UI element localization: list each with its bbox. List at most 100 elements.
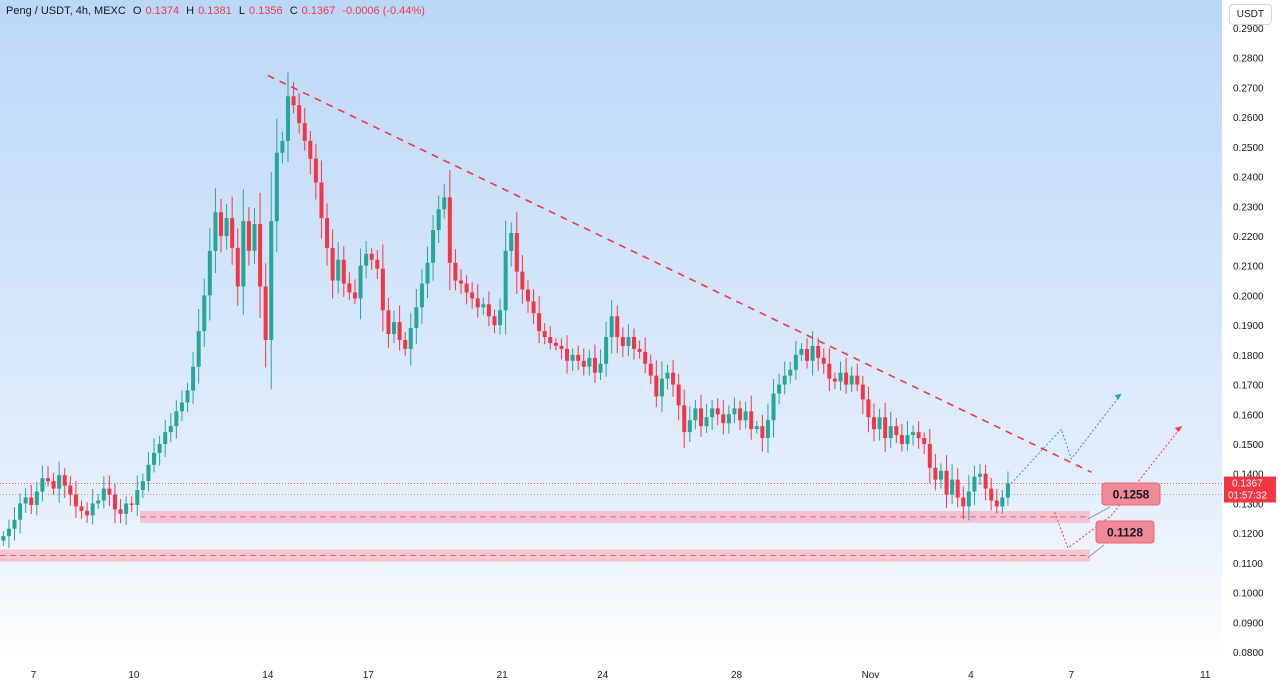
candle-body [542, 331, 547, 338]
candle-body [146, 464, 151, 482]
candle-body [671, 372, 676, 385]
candle-body [442, 197, 447, 210]
candle-body [341, 259, 346, 284]
candle-body [877, 417, 882, 430]
price-callout-box [1095, 520, 1155, 544]
candle-body [358, 265, 363, 299]
candle-body [592, 357, 597, 373]
candle-body [79, 506, 84, 511]
candle-body [559, 345, 564, 349]
candle-body [983, 473, 988, 489]
candle-body [565, 348, 570, 361]
candle-body [637, 348, 642, 352]
candle-body [392, 322, 397, 335]
descending-trendline [267, 74, 1092, 473]
candle-body [274, 152, 279, 222]
candle-body [648, 363, 653, 376]
candle-body [107, 488, 112, 495]
candle-body [196, 331, 201, 367]
candle-body [905, 435, 910, 444]
currency-button[interactable]: USDT [1228, 4, 1272, 25]
candle-body [777, 384, 782, 394]
y-tick-label: 0.1200 [1233, 529, 1264, 540]
candle-body [179, 402, 184, 412]
bullish-projection-arrowhead [1114, 393, 1122, 400]
candle-body [447, 197, 452, 263]
candle-body [1, 536, 6, 541]
candle-body [587, 357, 592, 367]
candle-body [765, 420, 770, 439]
candle-body [604, 337, 609, 364]
candle-body [643, 351, 648, 364]
candle-body [168, 426, 173, 433]
candle-body [118, 509, 123, 514]
candle-body [537, 313, 542, 332]
candle-body [397, 322, 402, 340]
candle-body [280, 140, 285, 153]
high-label: H [186, 5, 195, 17]
candle-body [213, 212, 218, 251]
candle-body [961, 497, 966, 507]
current-price-value: 0.1367 [1232, 479, 1263, 490]
x-tick-label: 28 [731, 670, 743, 681]
candle-body [1005, 483, 1010, 498]
candle-body [899, 435, 904, 444]
x-tick-label: 10 [128, 670, 140, 681]
price-callout-label: 0.1258 [1113, 488, 1150, 502]
candle-body [23, 497, 28, 504]
candle-body [950, 479, 955, 495]
candle-body [313, 158, 318, 183]
candle-body [436, 209, 441, 231]
candle-body [90, 503, 95, 516]
x-tick-label: 14 [262, 670, 274, 681]
candle-body [525, 289, 530, 302]
candle-body [883, 417, 888, 439]
symbol-label: Peng / USDT, 4h, MEXC [6, 5, 126, 17]
y-tick-label: 0.2500 [1233, 143, 1264, 154]
price-callout-label: 0.1128 [1107, 526, 1143, 540]
x-tick-label: 11 [1200, 670, 1211, 681]
candle-body [888, 426, 893, 439]
candle-body [710, 408, 715, 418]
candle-body [821, 357, 826, 364]
candle-body [816, 345, 821, 358]
y-tick-label: 0.2600 [1233, 113, 1264, 124]
candle-body [96, 500, 101, 504]
candle-body [682, 405, 687, 433]
candle-body [553, 342, 558, 346]
y-tick-label: 0.1800 [1233, 351, 1264, 362]
candle-body [269, 221, 274, 340]
candle-countdown: 01:57:32 [1228, 491, 1267, 502]
candle-body [375, 259, 380, 269]
candle-body [698, 408, 703, 427]
candle-body [749, 411, 754, 430]
candle-body [308, 140, 313, 159]
candle-body [85, 510, 90, 516]
candle-body [174, 411, 179, 427]
candle-body [51, 481, 56, 489]
close-label: C [289, 5, 298, 17]
candle-body [330, 247, 335, 281]
y-tick-label: 0.1400 [1233, 470, 1264, 481]
candle-body [944, 470, 949, 495]
candle-body [788, 369, 793, 376]
candle-body [972, 476, 977, 492]
candle-body [721, 414, 726, 424]
candle-body [498, 310, 503, 326]
candle-body [994, 500, 999, 507]
candle-body [475, 298, 480, 308]
y-tick-label: 0.2300 [1233, 202, 1264, 213]
open-value: 0.1374 [145, 5, 180, 17]
y-tick-label: 0.2800 [1233, 54, 1264, 65]
candle-body [347, 283, 352, 293]
candle-body [782, 375, 787, 385]
candle-body [458, 280, 464, 284]
candle-body [1000, 497, 1005, 507]
candle-body [263, 286, 268, 340]
candle-body [832, 378, 837, 382]
candle-body [73, 494, 78, 507]
candle-body [12, 519, 17, 529]
candle-body [486, 304, 491, 317]
